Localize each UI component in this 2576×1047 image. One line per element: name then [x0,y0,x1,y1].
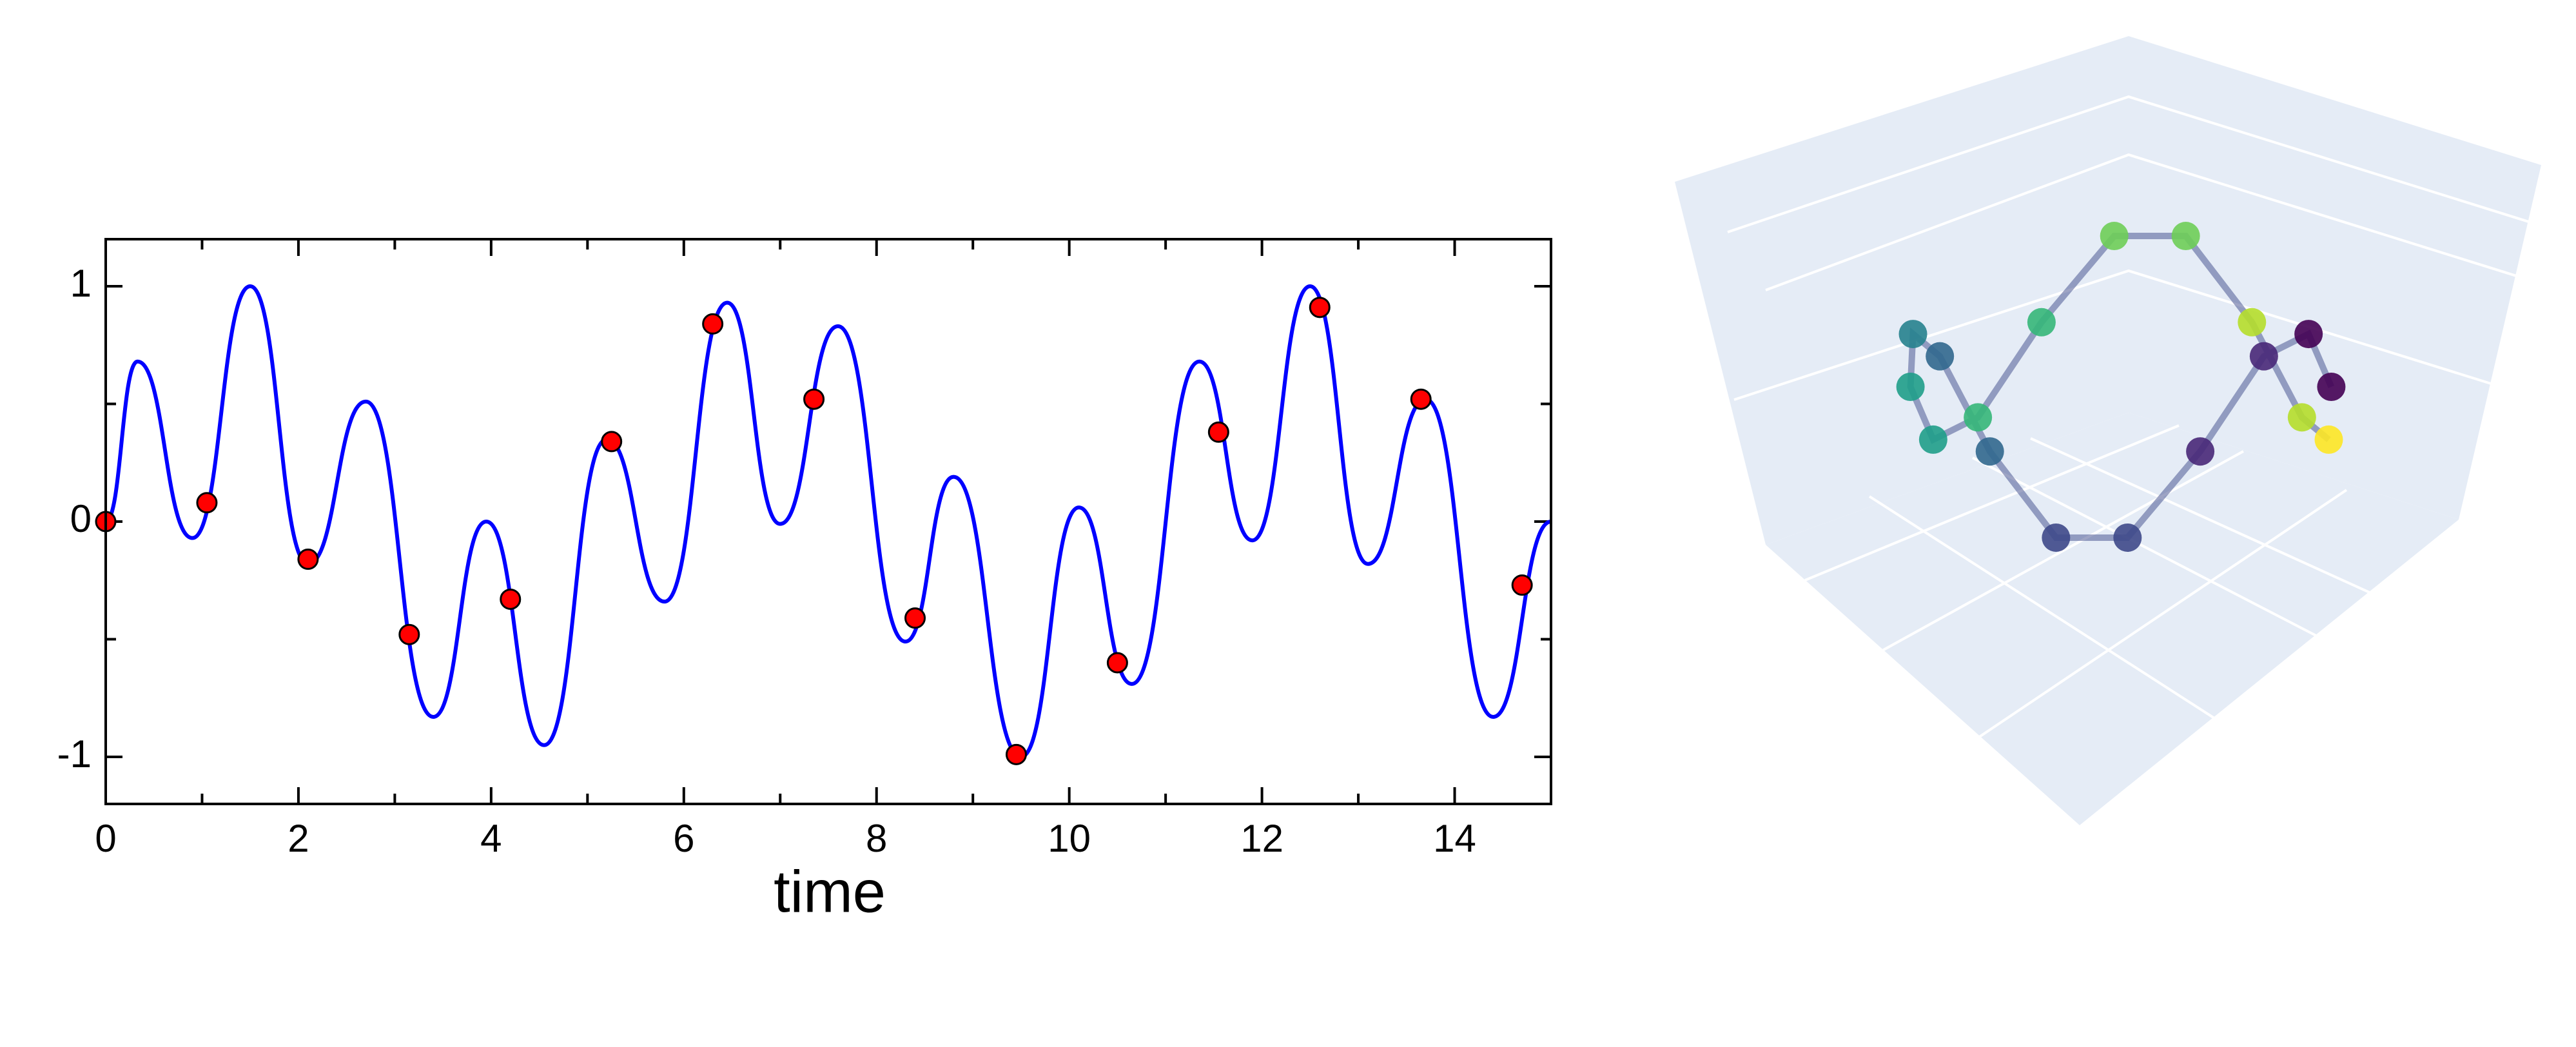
data-point [702,313,724,335]
data-point [500,588,522,610]
point-3d [1896,373,1925,401]
point-3d [2287,403,2316,432]
point-3d [1918,425,1947,454]
floor [1766,413,2459,825]
trajectory [1907,233,2334,541]
scene-grid [1727,95,2542,743]
data-point [297,548,319,570]
y-tick-label: 1 [70,262,92,305]
x-tick-label: 10 [1048,817,1091,860]
point-3d [1898,320,1927,349]
point-3d [2113,523,2142,552]
data-point [1106,652,1128,674]
x-tick-label: 2 [288,817,309,860]
x-tick-label: 0 [95,817,116,860]
x-tick-label: 14 [1433,817,1476,860]
x-tick-label: 6 [673,817,694,860]
data-point [904,607,926,629]
data-point [1207,421,1229,443]
data-point [601,431,623,453]
data-point [1309,297,1331,318]
point-3d [2317,373,2346,401]
scene-3d [1675,36,2542,825]
point-3d [2186,437,2215,466]
point-3d [2171,222,2200,251]
point-3d [2027,308,2056,337]
data-point [1410,388,1432,410]
y-tick-label: 0 [70,497,92,540]
data-point [196,492,218,514]
x-tick-label: 8 [866,817,887,860]
point-3d [1964,403,1993,432]
point-3d [2249,342,2278,371]
point-3d [2100,222,2129,251]
y-tick-label: -1 [57,732,92,776]
back-left-wall [1675,36,2129,545]
data-point [803,388,825,410]
data-point [398,623,420,645]
data-point [1511,574,1533,596]
data-line [106,284,1551,759]
point-3d [2042,523,2071,552]
x-tick-label: 4 [480,817,502,860]
point-3d [2314,425,2343,454]
x-axis-label: time [774,859,886,925]
point-3d [2238,308,2267,337]
plot-frame [104,238,1552,805]
x-tick-label: 12 [1240,817,1283,860]
point-3d [1926,342,1955,371]
point-3d [1975,437,2004,466]
point-3d [2294,320,2323,349]
data-point [1005,743,1027,765]
